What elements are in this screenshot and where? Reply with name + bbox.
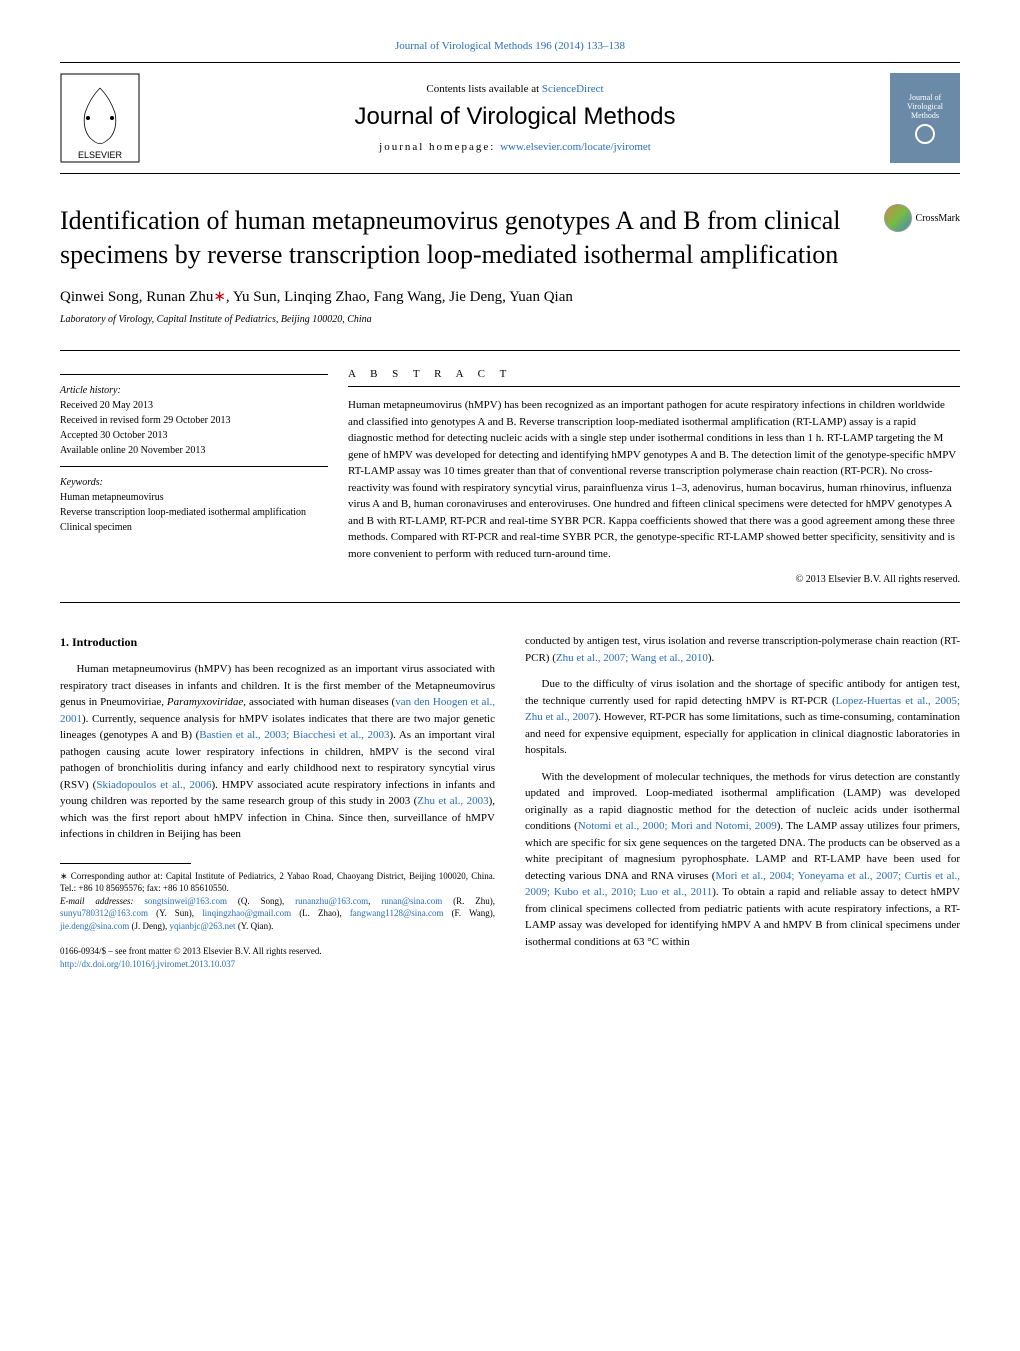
meta-column: Article history: Received 20 May 2013 Re… xyxy=(60,366,348,588)
authors-part2: , Yu Sun, Linqing Zhao, Fang Wang, Jie D… xyxy=(226,289,573,305)
received-date: Received 20 May 2013 xyxy=(60,398,328,413)
keyword-3: Clinical specimen xyxy=(60,520,328,535)
crossmark-icon xyxy=(884,204,912,232)
meta-abstract-block: Article history: Received 20 May 2013 Re… xyxy=(60,350,960,604)
lens-icon xyxy=(915,124,935,144)
contents-text: Contents lists available at xyxy=(426,83,541,95)
intro-para-1: Human metapneumovirus (hMPV) has been re… xyxy=(60,661,495,843)
title-row: Identification of human metapneumovirus … xyxy=(60,204,960,272)
col2-p2: Due to the difficulty of virus isolation… xyxy=(525,676,960,759)
online-date: Available online 20 November 2013 xyxy=(60,443,328,458)
accepted-date: Accepted 30 October 2013 xyxy=(60,428,328,443)
authors-part1: Qinwei Song, Runan Zhu xyxy=(60,289,213,305)
revised-date: Received in revised form 29 October 2013 xyxy=(60,413,328,428)
email-zhu2[interactable]: runan@sina.com xyxy=(381,896,442,906)
email-label: E-mail addresses: xyxy=(60,896,144,906)
elsevier-text: ELSEVIER xyxy=(78,150,123,160)
ref-zhu2003[interactable]: Zhu et al., 2003 xyxy=(417,795,488,807)
e5n: (L. Zhao), xyxy=(291,908,350,918)
e1n: (Q. Song), xyxy=(227,896,295,906)
footnote-separator xyxy=(60,863,191,864)
doi-link[interactable]: http://dx.doi.org/10.1016/j.jviromet.201… xyxy=(60,959,235,969)
keyword-1: Human metapneumovirus xyxy=(60,490,328,505)
crossmark-badge[interactable]: CrossMark xyxy=(884,204,960,232)
ref-zhu2007[interactable]: Zhu et al., 2007; Wang et al., 2010 xyxy=(556,652,708,664)
c2p1b: ). xyxy=(708,652,714,664)
email-song[interactable]: songtsinwei@163.com xyxy=(144,896,227,906)
section-1-heading: 1. Introduction xyxy=(60,633,495,651)
jvm-line2: Virological xyxy=(907,102,943,111)
abstract-copyright: © 2013 Elsevier B.V. All rights reserved… xyxy=(348,572,960,587)
email-zhu1[interactable]: runanzhu@163.com xyxy=(295,896,368,906)
e3n: (R. Zhu), xyxy=(442,896,495,906)
e4n: (Y. Sun), xyxy=(148,908,202,918)
journal-cover-icon: Journal of Virological Methods xyxy=(890,73,960,163)
homepage-label: journal homepage: xyxy=(379,141,500,153)
col2-p1: conducted by antigen test, virus isolati… xyxy=(525,633,960,666)
article-title: Identification of human metapneumovirus … xyxy=(60,204,884,272)
ref-notomi[interactable]: Notomi et al., 2000; Mori and Notomi, 20… xyxy=(578,820,777,832)
email-deng[interactable]: jie.deng@sina.com xyxy=(60,921,129,931)
p1c: , associated with human diseases ( xyxy=(243,696,395,708)
crossmark-label: CrossMark xyxy=(916,213,960,224)
e2c: , xyxy=(368,896,381,906)
email-wang[interactable]: fangwang1128@sina.com xyxy=(350,908,444,918)
jvm-line1: Journal of xyxy=(909,93,941,102)
col2-p3: With the development of molecular techni… xyxy=(525,769,960,951)
e8n: (Y. Qian). xyxy=(236,921,274,931)
abstract-text: Human metapneumovirus (hMPV) has been re… xyxy=(348,397,960,562)
keywords-heading: Keywords: xyxy=(60,475,328,490)
homepage-url[interactable]: www.elsevier.com/locate/jviromet xyxy=(500,141,651,153)
citation-link: Journal of Virological Methods 196 (2014… xyxy=(60,40,960,52)
issn-line: 0166-0934/$ – see front matter © 2013 El… xyxy=(60,945,495,959)
keyword-2: Reverse transcription loop-mediated isot… xyxy=(60,505,328,520)
header-bar: ELSEVIER Contents lists available at Sci… xyxy=(60,62,960,174)
sciencedirect-link[interactable]: ScienceDirect xyxy=(542,83,604,95)
p1b: Paramyxoviridae xyxy=(167,696,243,708)
e7n: (J. Deng), xyxy=(129,921,169,931)
abstract-column: A B S T R A C T Human metapneumovirus (h… xyxy=(348,366,960,588)
corr-address: ∗ Corresponding author at: Capital Insti… xyxy=(60,870,495,895)
bottom-matter: 0166-0934/$ – see front matter © 2013 El… xyxy=(60,945,495,972)
elsevier-logo: ELSEVIER xyxy=(60,73,140,163)
authors: Qinwei Song, Runan Zhu∗, Yu Sun, Linqing… xyxy=(60,287,960,306)
journal-name: Journal of Virological Methods xyxy=(140,103,890,131)
history-heading: Article history: xyxy=(60,383,328,398)
corresponding-asterisk: ∗ xyxy=(213,289,226,305)
e6n: (F. Wang), xyxy=(444,908,496,918)
right-column: conducted by antigen test, virus isolati… xyxy=(525,633,960,971)
email-zhao[interactable]: linqingzhao@gmail.com xyxy=(202,908,291,918)
body-columns: 1. Introduction Human metapneumovirus (h… xyxy=(60,633,960,971)
ref-skiadopoulos[interactable]: Skiadopoulos et al., 2006 xyxy=(96,779,211,791)
left-column: 1. Introduction Human metapneumovirus (h… xyxy=(60,633,495,971)
homepage-line: journal homepage: www.elsevier.com/locat… xyxy=(140,141,890,153)
email-sun[interactable]: sunyu780312@163.com xyxy=(60,908,148,918)
corresponding-footnote: ∗ Corresponding author at: Capital Insti… xyxy=(60,870,495,933)
contents-line: Contents lists available at ScienceDirec… xyxy=(140,83,890,95)
abstract-heading: A B S T R A C T xyxy=(348,366,960,383)
citation-link-text[interactable]: Journal of Virological Methods 196 (2014… xyxy=(395,40,625,52)
jvm-line3: Methods xyxy=(911,111,939,120)
affiliation: Laboratory of Virology, Capital Institut… xyxy=(60,314,960,325)
email-line: E-mail addresses: songtsinwei@163.com (Q… xyxy=(60,895,495,933)
header-center: Contents lists available at ScienceDirec… xyxy=(140,83,890,153)
email-qian[interactable]: yqianbjc@263.net xyxy=(170,921,236,931)
ref-bastien[interactable]: Bastien et al., 2003; Biacchesi et al., … xyxy=(199,729,389,741)
